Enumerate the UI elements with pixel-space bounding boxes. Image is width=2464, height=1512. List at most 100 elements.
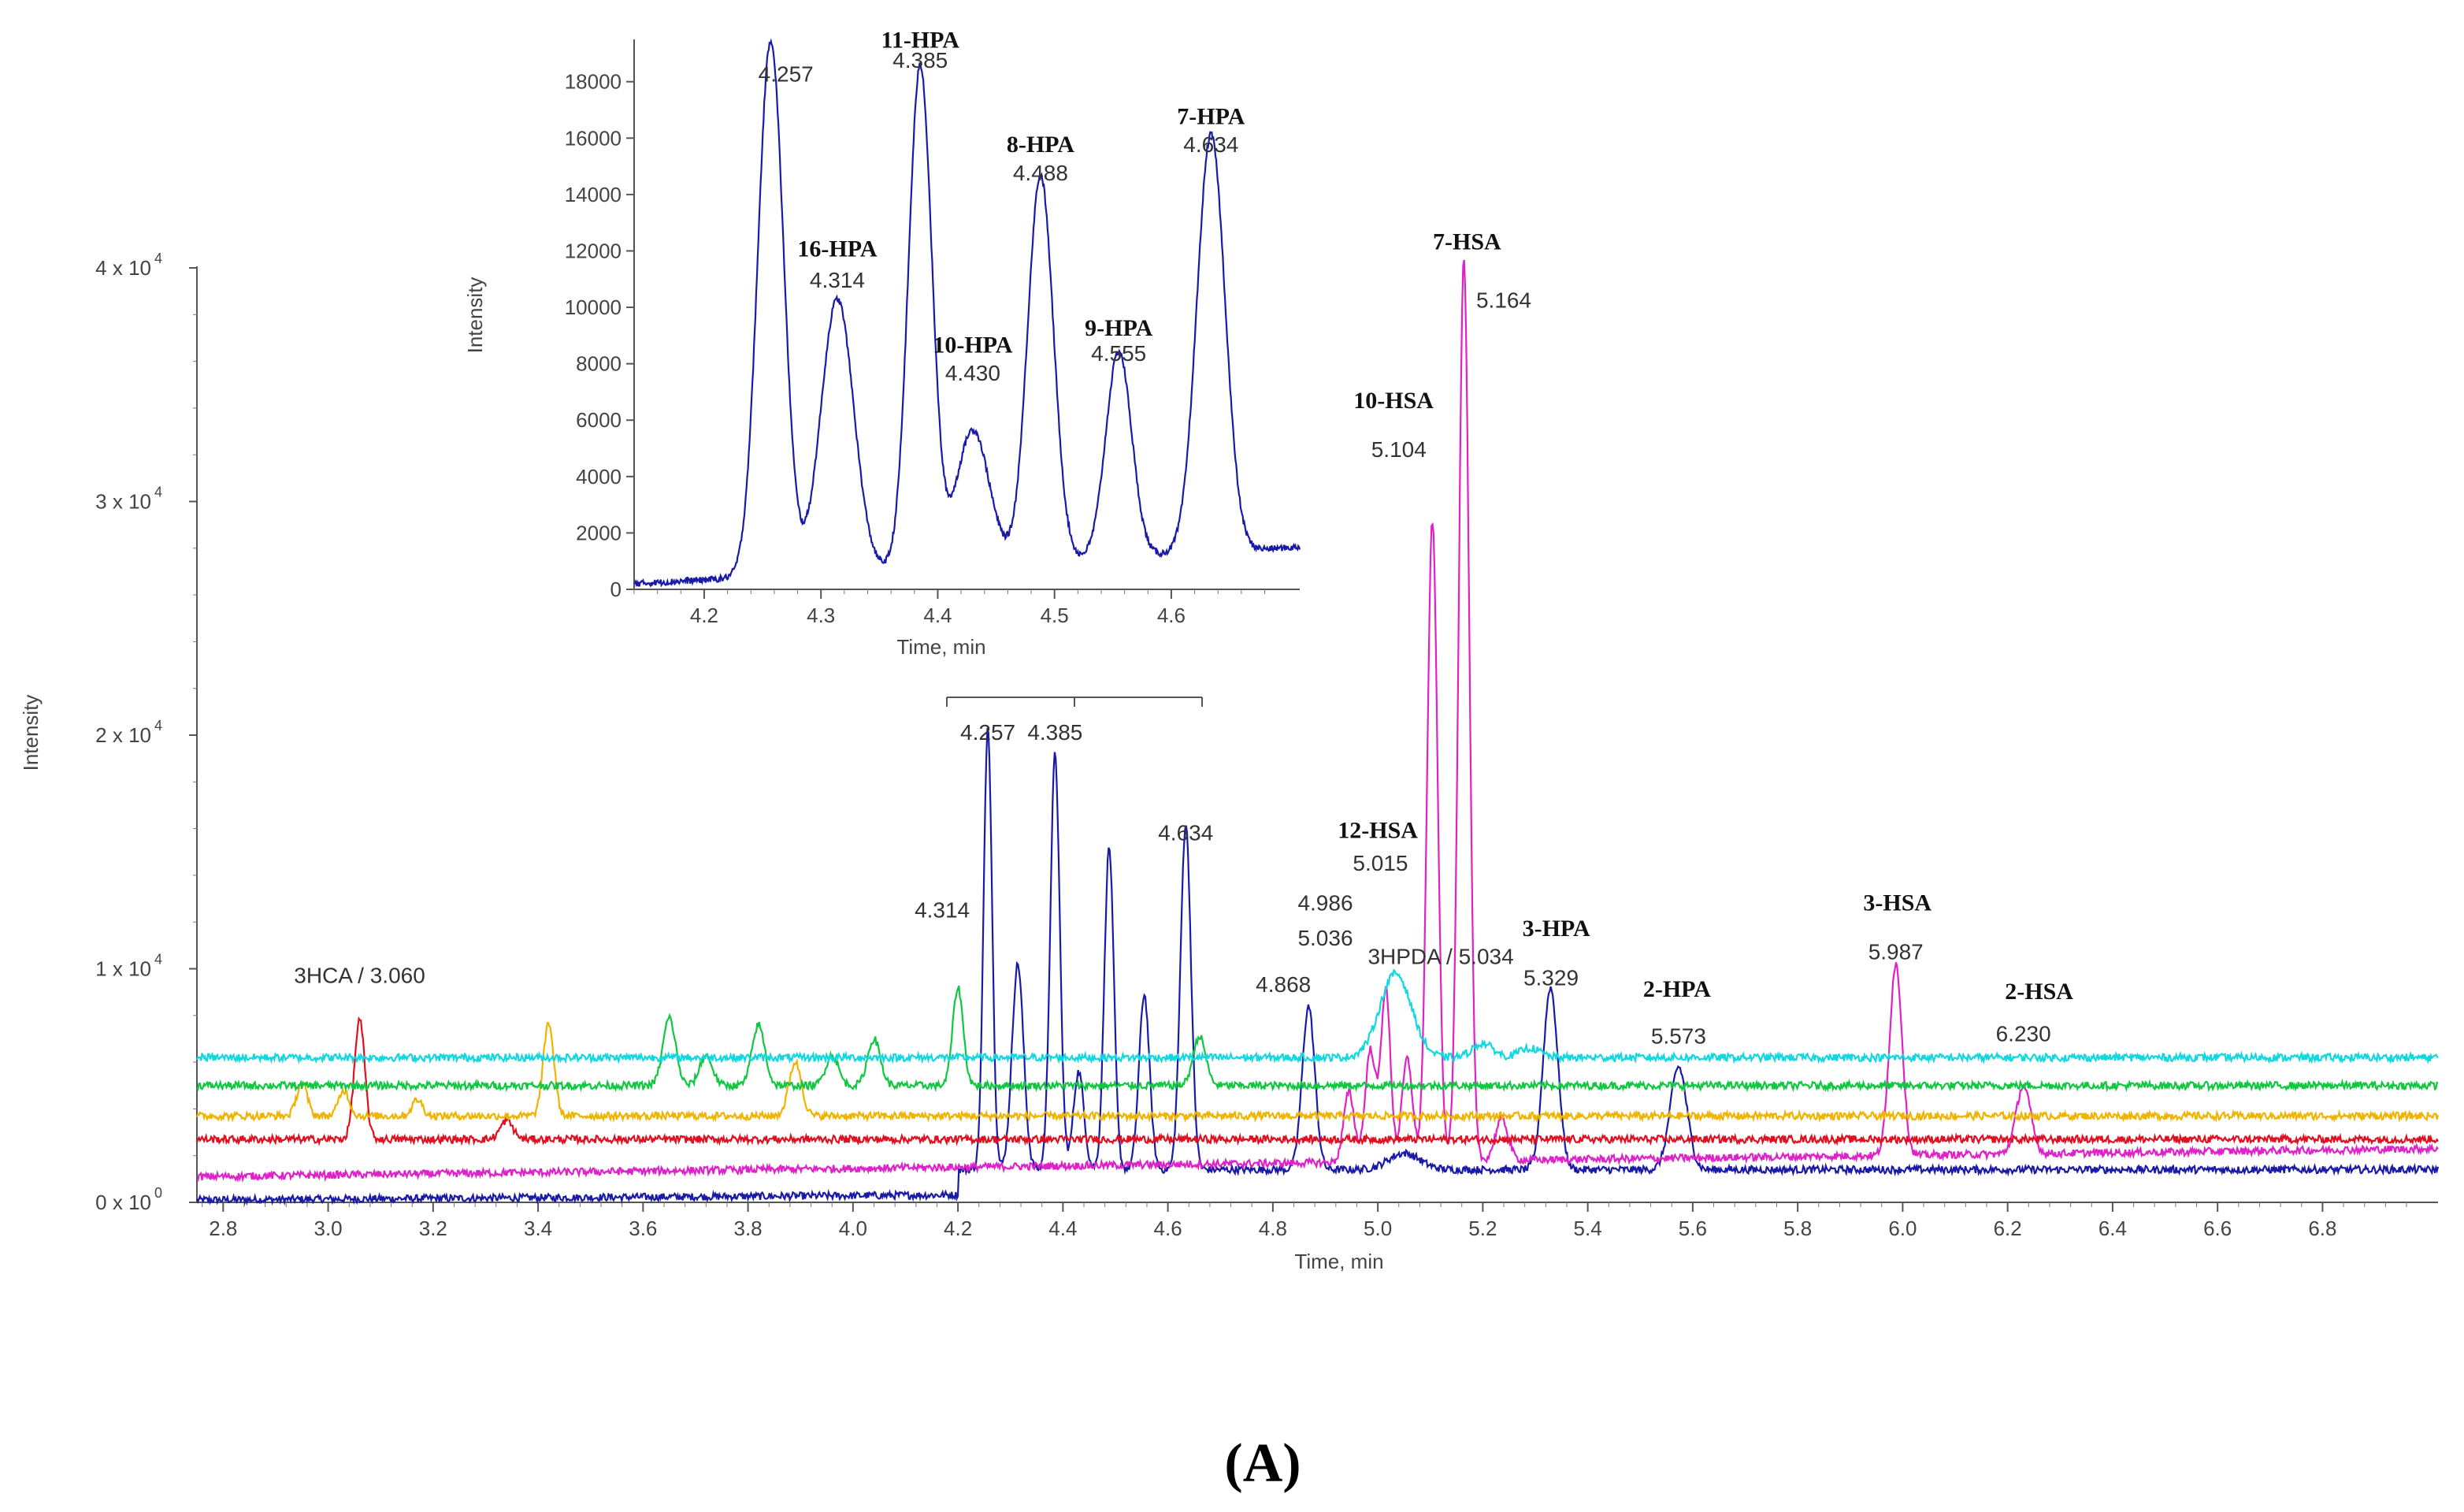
y-tick-label: 4 x 10 [95,256,151,280]
x-tick-label: 4.2 [690,604,718,627]
retention-time-label: 3HPDA / 5.034 [1367,945,1513,969]
retention-time-label: 5.036 [1297,926,1353,950]
x-tick-label: 5.8 [1783,1217,1812,1240]
inset-y-ticks: 0 2000 4000 6000 8000 10000 12000 14000 16000 180… [565,70,634,601]
retention-time-label: 4.385 [892,48,948,72]
inset-chromatogram: 0 2000 4000 6000 8000 10000 12000 14000 16000 180… [463,28,1301,659]
x-tick-label: 3.4 [524,1217,552,1240]
x-tick-label: 4.5 [1041,604,1069,627]
retention-time-label: 5.573 [1651,1023,1706,1048]
retention-time-label: 5.329 [1523,965,1579,990]
y-tick-label: 3 x 10 [95,490,151,514]
y-tick-exponent: 4 [154,251,162,266]
x-tick-label: 3.2 [419,1217,447,1240]
compound-label: 7-HPA [1177,103,1245,129]
retention-time-label: 3HCA / 3.060 [294,963,425,987]
y-tick-label: 1 x 10 [95,957,151,981]
inset-bracket [946,697,1203,707]
compound-label: 3-HPA [1523,916,1590,942]
compound-label: 2-HSA [2005,979,2073,1005]
retention-time-label: 5.164 [1476,288,1531,312]
compound-label: 11-HPA [881,28,959,54]
inset-traces [633,38,1301,588]
y-tick-exponent: 4 [154,485,162,500]
retention-time-label: 4.314 [915,897,970,922]
x-tick-label: 3.0 [314,1217,342,1240]
y-tick-label: 16000 [565,126,622,150]
trace-red [195,1016,2439,1146]
retention-time-label: 4.634 [1158,820,1213,845]
retention-time-label: 5.015 [1353,851,1408,875]
retention-time-label: 4.868 [1256,972,1311,997]
panel-label: (A) [1224,1433,1301,1494]
x-tick-label: 4.4 [1048,1217,1077,1240]
x-tick-label: 6.2 [1994,1217,2022,1240]
y-tick-label: 8000 [576,352,622,376]
compound-label: 2-HPA [1643,976,1711,1002]
y-tick-label: 2000 [576,521,622,544]
main-chromatogram: 0 x 10 01 x 10 42 x 10 43 x 10 44 x 10 4 2.8 3… [19,228,2440,1273]
x-tick-label: 6.6 [2203,1217,2232,1240]
compound-label: 9-HPA [1085,315,1152,341]
retention-time-label: 4.257 [759,62,814,87]
y-tick-label: 2 x 10 [95,723,151,747]
y-tick-exponent: 4 [154,718,162,734]
x-tick-label: 4.8 [1259,1217,1287,1240]
retention-time-label: 6.230 [1996,1021,2051,1046]
retention-time-label: 4.634 [1183,132,1238,157]
main-peak-labels: 3HCA / 3.060 4.257 4.385 4.314 4.634 4.868 4.9… [294,228,2073,1048]
y-tick-label: 0 x 10 [95,1191,151,1214]
y-tick-exponent: 0 [154,1185,162,1201]
retention-time-label: 5.104 [1371,437,1427,462]
y-tick-label: 14000 [565,183,622,206]
main-y-ticks: 0 x 10 01 x 10 42 x 10 43 x 10 44 x 10 4 [95,251,197,1214]
retention-time-label: 4.555 [1091,341,1146,366]
main-x-ticks: 2.8 3.0 3.2 3.4 3.6 3.8 4.0 4.2 4.4 4.6 4.8 5.0 5.2 5… [202,1202,2407,1240]
trace-blue [633,38,1301,588]
main-traces [195,259,2440,1206]
x-tick-label: 2.8 [209,1217,237,1240]
x-tick-label: 4.3 [807,604,835,627]
x-tick-label: 4.6 [1154,1217,1182,1240]
y-tick-label: 0 [610,578,622,601]
compound-label: 3-HSA [1863,890,1931,916]
x-tick-label: 6.8 [2308,1217,2336,1240]
x-tick-label: 4.2 [944,1217,972,1240]
compound-label: 10-HSA [1353,388,1434,414]
retention-time-label: 4.430 [945,361,1000,385]
trace-magenta [196,259,2439,1183]
main-y-axis-title: Intensity [19,695,43,771]
y-tick-label: 6000 [576,408,622,432]
trace-blue [195,727,2440,1206]
retention-time-label: 4.385 [1027,720,1082,745]
x-tick-label: 5.6 [1679,1217,1707,1240]
inset-y-axis-title: Intensity [463,277,487,354]
inset-x-ticks: 4.2 4.3 4.4 4.5 4.6 [633,589,1266,627]
y-tick-exponent: 4 [154,952,162,968]
trace-cyan [195,968,2439,1065]
x-tick-label: 3.6 [629,1217,657,1240]
inset-peak-labels: 4.257 4.385 4.314 4.430 4.488 4.555 4.634 11-HP… [759,28,1245,385]
x-tick-label: 6.0 [1888,1217,1917,1240]
x-tick-label: 5.4 [1574,1217,1602,1240]
x-tick-label: 4.0 [839,1217,867,1240]
retention-time-label: 4.488 [1013,161,1068,185]
x-tick-label: 6.4 [2098,1217,2127,1240]
x-tick-label: 4.4 [923,604,952,627]
x-tick-label: 5.0 [1364,1217,1392,1240]
trace-yellow [195,1021,2440,1124]
y-tick-label: 4000 [576,465,622,489]
compound-label: 7-HSA [1433,228,1501,254]
inset-x-axis-title: Time, min [896,635,985,659]
x-tick-label: 5.2 [1468,1217,1497,1240]
trace-green [196,985,2439,1093]
compound-label: 10-HPA [933,332,1012,358]
retention-time-label: 4.986 [1297,890,1353,915]
x-tick-label: 3.8 [734,1217,763,1240]
main-x-axis-title: Time, min [1294,1250,1383,1273]
retention-time-label: 4.314 [810,268,865,292]
retention-time-label: 4.257 [960,720,1015,745]
compound-label: 8-HPA [1007,132,1074,158]
y-tick-label: 18000 [565,70,622,94]
